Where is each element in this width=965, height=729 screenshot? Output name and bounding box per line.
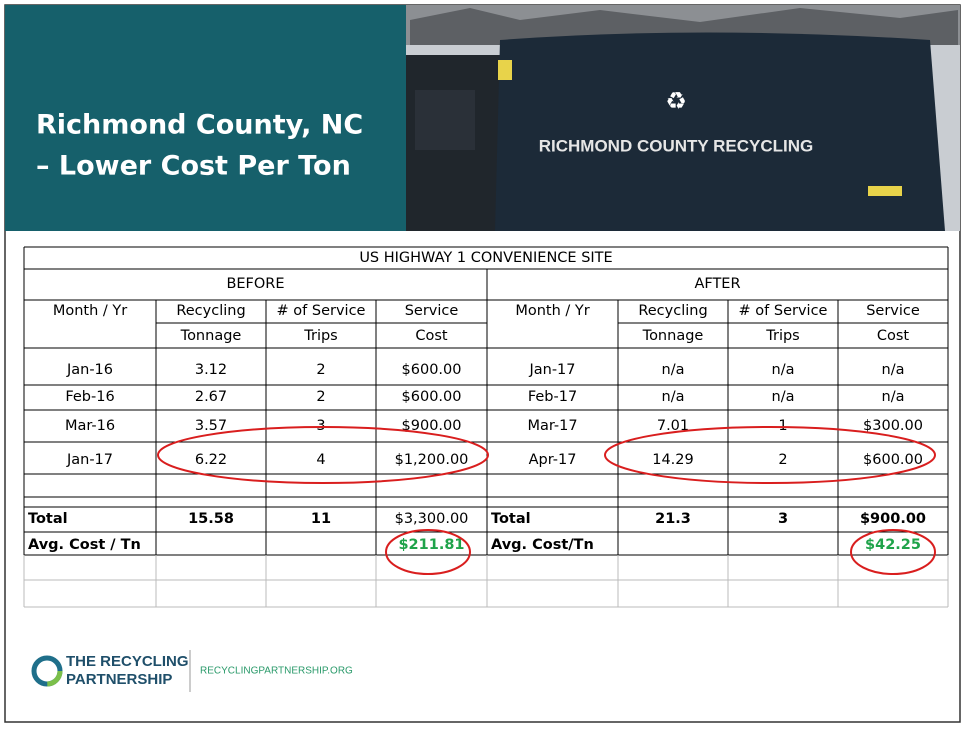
cell-text: $300.00 [863,418,923,434]
cell-text: Service [405,303,459,319]
cell-text: Cost [877,328,910,344]
cell-text: Jan-17 [66,452,113,468]
cell-text: Jan-16 [66,362,113,378]
title-line: – Lower Cost Per Ton [36,151,351,182]
cell-text: Recycling [176,303,245,319]
cell-text: Apr-17 [529,452,577,468]
photo: ♻ RICHMOND COUNTY RECYCLING [406,5,960,231]
table: US HIGHWAY 1 CONVENIENCE SITE BEFORE AFTER… [23,246,949,608]
cell-text: Tonnage [642,328,704,344]
cell-text: n/a [882,362,905,378]
cell-text: Total [28,511,68,527]
cell-text: Avg. Cost / Tn [28,537,141,553]
cell-text: $42.25 [865,537,921,553]
highlight-ellipse [604,426,936,484]
cell-text: BEFORE [226,276,284,292]
cell-text: 3.12 [195,362,227,378]
cell-text: 14.29 [652,452,694,468]
highlight-ellipse [157,426,489,484]
cell-text: 11 [311,511,331,527]
highlight-ellipse [385,529,471,575]
title-line: Richmond County, NC [36,110,363,141]
cell-text: Feb-17 [528,389,577,405]
cell-text: # of Service [277,303,366,319]
cell-text: Mar-17 [527,418,577,434]
cell-text: 2.67 [195,389,227,405]
cell-text: n/a [662,389,685,405]
title-panel [5,5,406,231]
cell-text: AFTER [694,276,740,292]
cell-text: 7.01 [657,418,689,434]
highlight-ellipse [850,529,936,575]
cell-text: $900.00 [402,418,462,434]
cell-text: $1,200.00 [395,452,469,468]
cell-text: $600.00 [402,389,462,405]
cell-text: 2 [316,389,325,405]
cell-text: 2 [316,362,325,378]
cell-text: Tonnage [180,328,242,344]
cell-text: Feb-16 [65,389,114,405]
cell-text: Month / Yr [515,303,589,319]
cell-text: n/a [882,389,905,405]
cell-text: Total [491,511,531,527]
cell-text: $3,300.00 [395,511,469,527]
cell-text: $600.00 [402,362,462,378]
sign-text: RICHMOND COUNTY RECYCLING [539,136,814,155]
cell-text: 21.3 [655,511,691,527]
cell-text: n/a [772,362,795,378]
cell-text: $600.00 [863,452,923,468]
cell-text: 15.58 [188,511,234,527]
cell-text: Recycling [638,303,707,319]
footer-url: RECYCLINGPARTNERSHIP.ORG [200,666,353,677]
cell-text: Mar-16 [65,418,115,434]
cell-text: Trips [765,328,799,344]
cell-text: 1 [778,418,787,434]
cell-text: Service [866,303,920,319]
cell-text: n/a [772,389,795,405]
cell-text: Avg. Cost/Tn [491,537,594,553]
cell-text: $900.00 [860,511,926,527]
logo-text: PARTNERSHIP [66,671,172,688]
cell-text: Month / Yr [53,303,127,319]
cell-text: 4 [316,452,325,468]
cell-text: n/a [662,362,685,378]
logo: THE RECYCLING PARTNERSHIP [31,650,191,692]
cell-text: Cost [415,328,448,344]
cell-text: $211.81 [398,537,464,553]
cell-text: 3.57 [195,418,227,434]
svg-text:♻: ♻ [665,87,687,115]
logo-text: THE RECYCLING [66,653,189,670]
cell-text: Trips [303,328,337,344]
cell-text: US HIGHWAY 1 CONVENIENCE SITE [359,250,612,266]
cell-text: 3 [778,511,788,527]
cell-text: 3 [316,418,325,434]
cell-text: Jan-17 [528,362,575,378]
cell-text: # of Service [739,303,828,319]
cell-text: 6.22 [195,452,227,468]
cell-text: 2 [778,452,787,468]
